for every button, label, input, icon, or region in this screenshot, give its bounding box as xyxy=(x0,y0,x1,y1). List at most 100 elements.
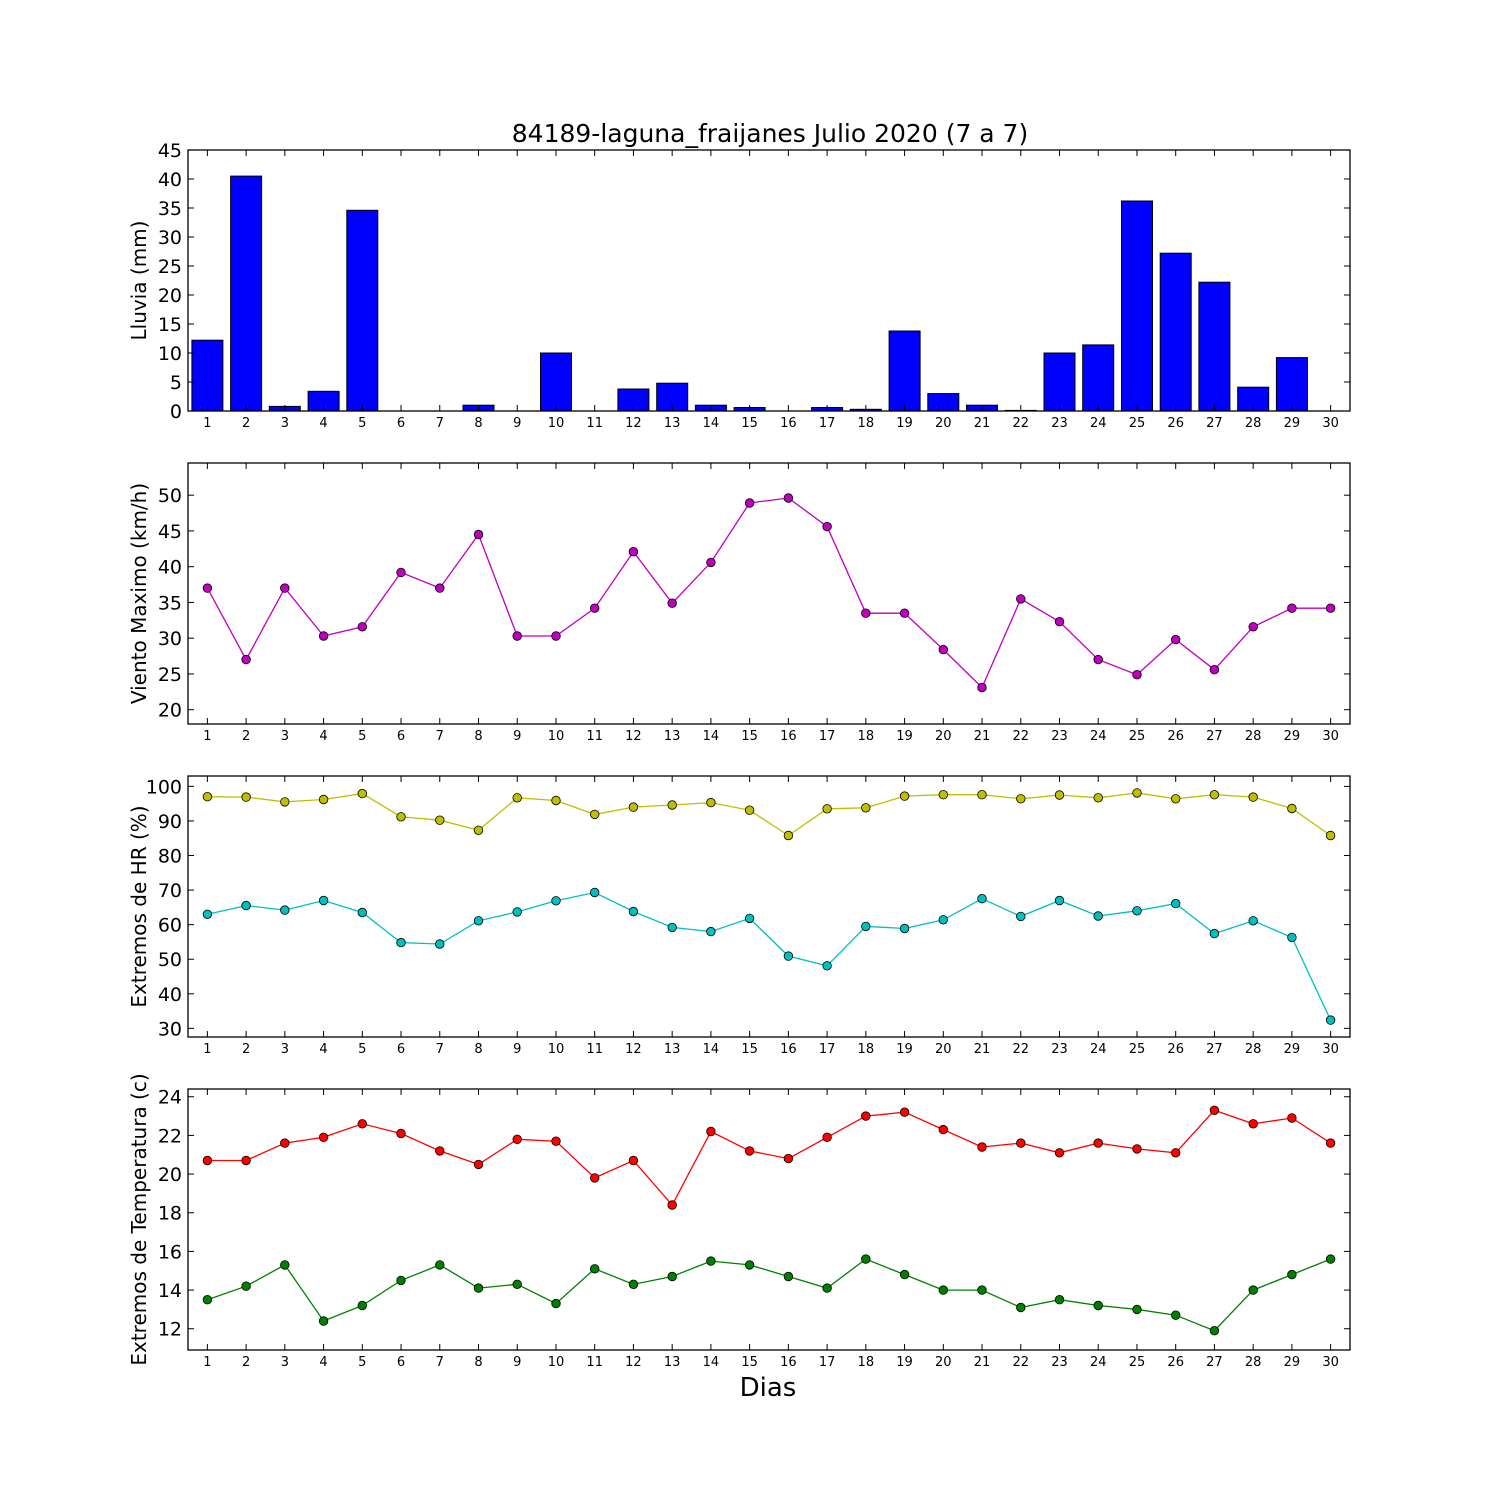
x-tick-label: 23 xyxy=(1051,1042,1068,1057)
data-point-3-0-day-29 xyxy=(1287,1113,1297,1123)
x-tick-label: 10 xyxy=(548,1355,565,1370)
data-point-3-0-day-11 xyxy=(590,1173,600,1183)
data-point-3-0-day-13 xyxy=(667,1200,677,1210)
x-tick-label: 7 xyxy=(436,729,444,744)
y-tick-label: 20 xyxy=(158,285,182,307)
data-point-1-0-day-17 xyxy=(822,521,832,532)
rain-bar-day-25 xyxy=(1121,200,1153,412)
data-point-3-1-day-15 xyxy=(744,1260,755,1270)
data-point-2-1-day-27 xyxy=(1209,928,1220,939)
data-point-3-0-day-4 xyxy=(318,1132,329,1143)
data-point-2-1-day-11 xyxy=(590,887,600,898)
data-point-2-1-day-30 xyxy=(1325,1015,1336,1025)
data-point-3-0-day-8 xyxy=(473,1159,484,1170)
data-point-2-0-day-3 xyxy=(280,797,290,807)
x-tick-label: 23 xyxy=(1051,416,1068,431)
y-tick-label: 50 xyxy=(158,485,182,507)
y-axis-label: Extremos de Temperatura (c) xyxy=(127,1073,151,1365)
data-point-3-1-day-29 xyxy=(1287,1269,1297,1280)
x-tick-label: 25 xyxy=(1129,416,1146,431)
data-point-2-0-day-14 xyxy=(706,797,716,808)
x-tick-label: 20 xyxy=(935,729,952,744)
data-point-3-1-day-13 xyxy=(667,1271,677,1282)
x-tick-label: 5 xyxy=(358,416,366,431)
x-tick-label: 3 xyxy=(281,1042,289,1057)
data-point-3-0-day-2 xyxy=(241,1155,251,1166)
data-point-1-0-day-23 xyxy=(1054,617,1065,627)
data-point-3-0-day-24 xyxy=(1093,1138,1103,1148)
y-axis-label: Viento Maximo (km/h) xyxy=(127,483,151,704)
rain-bar-day-27 xyxy=(1198,281,1231,412)
x-tick-label: 15 xyxy=(741,1355,758,1370)
data-point-1-0-day-6 xyxy=(396,567,406,578)
data-point-2-0-day-4 xyxy=(318,794,329,805)
x-tick-label: 9 xyxy=(513,416,521,431)
x-tick-label: 24 xyxy=(1090,729,1107,744)
data-point-1-0-day-10 xyxy=(551,631,561,641)
data-point-1-0-day-7 xyxy=(435,583,445,593)
y-tick-label: 25 xyxy=(158,256,182,278)
data-point-1-0-day-21 xyxy=(977,682,987,693)
data-point-2-0-day-27 xyxy=(1209,790,1220,800)
data-point-2-1-day-3 xyxy=(280,905,290,915)
data-point-1-0-day-8 xyxy=(473,529,484,540)
data-point-2-0-day-21 xyxy=(977,790,987,800)
rain-bar-day-26 xyxy=(1159,252,1192,412)
data-point-2-0-day-24 xyxy=(1093,793,1103,803)
x-tick-label: 18 xyxy=(858,729,875,744)
x-tick-label: 18 xyxy=(858,1042,875,1057)
data-point-2-0-day-23 xyxy=(1054,790,1065,800)
x-tick-label: 10 xyxy=(548,416,565,431)
series-line-3-0 xyxy=(207,1109,1331,1207)
x-tick-label: 24 xyxy=(1090,1042,1107,1057)
data-point-2-1-day-1 xyxy=(202,909,213,920)
x-tick-label: 22 xyxy=(1012,729,1029,744)
x-tick-label: 1 xyxy=(203,1042,211,1057)
x-tick-label: 3 xyxy=(281,416,289,431)
data-point-3-1-day-23 xyxy=(1054,1294,1065,1305)
data-point-2-1-day-5 xyxy=(357,907,368,918)
plot-frame xyxy=(187,775,1351,1038)
data-point-1-0-day-1 xyxy=(202,583,213,593)
x-tick-label: 26 xyxy=(1167,729,1184,744)
data-point-2-1-day-8 xyxy=(473,916,484,926)
x-tick-label: 15 xyxy=(741,416,758,431)
x-tick-label: 16 xyxy=(780,1355,797,1370)
x-tick-label: 28 xyxy=(1245,1042,1262,1057)
x-tick-label: 1 xyxy=(203,729,211,744)
x-tick-label: 7 xyxy=(436,416,444,431)
data-point-2-0-day-22 xyxy=(1016,794,1026,804)
x-tick-label: 7 xyxy=(436,1355,444,1370)
data-point-2-0-day-25 xyxy=(1132,788,1142,798)
data-point-3-0-day-23 xyxy=(1054,1148,1065,1158)
x-tick-label: 9 xyxy=(513,729,521,744)
x-tick-label: 3 xyxy=(281,729,289,744)
y-tick-label: 30 xyxy=(158,227,182,249)
data-point-3-1-day-8 xyxy=(473,1283,484,1293)
y-tick-label: 80 xyxy=(158,846,182,868)
y-tick-label: 30 xyxy=(158,628,182,650)
x-tick-label: 14 xyxy=(703,416,720,431)
data-point-3-1-day-25 xyxy=(1132,1304,1142,1315)
data-point-2-1-day-29 xyxy=(1287,932,1297,943)
data-point-3-0-day-12 xyxy=(628,1155,639,1166)
y-tick-label: 12 xyxy=(158,1319,182,1341)
x-tick-label: 13 xyxy=(664,729,681,744)
x-tick-label: 16 xyxy=(780,729,797,744)
x-tick-label: 6 xyxy=(397,1355,405,1370)
rain-bar-day-19 xyxy=(888,330,921,412)
x-tick-label: 2 xyxy=(242,729,250,744)
rain-bar-day-23 xyxy=(1043,352,1076,412)
x-tick-label: 9 xyxy=(513,1042,521,1057)
x-tick-label: 25 xyxy=(1129,1355,1146,1370)
data-point-1-0-day-12 xyxy=(628,547,639,557)
y-tick-label: 25 xyxy=(158,664,182,686)
data-point-2-0-day-11 xyxy=(590,809,600,820)
y-tick-label: 15 xyxy=(158,314,182,336)
y-tick-label: 70 xyxy=(158,880,182,902)
data-point-3-0-day-26 xyxy=(1170,1148,1181,1158)
data-point-1-0-day-13 xyxy=(667,598,677,608)
plot-frame xyxy=(187,149,1351,412)
